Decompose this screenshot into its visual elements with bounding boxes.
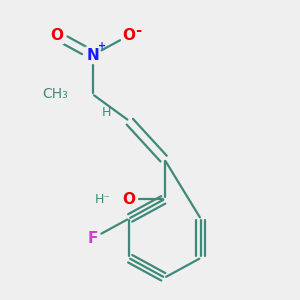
Text: O: O [122,28,135,43]
Text: CH₃: CH₃ [43,87,68,101]
Text: O: O [50,28,63,43]
Text: H⁻: H⁻ [95,193,111,206]
Text: O: O [122,192,135,207]
Text: F: F [88,231,98,246]
Text: -: - [135,23,142,38]
Text: +: + [98,41,106,51]
Text: N: N [86,48,99,63]
Text: H: H [101,106,111,119]
